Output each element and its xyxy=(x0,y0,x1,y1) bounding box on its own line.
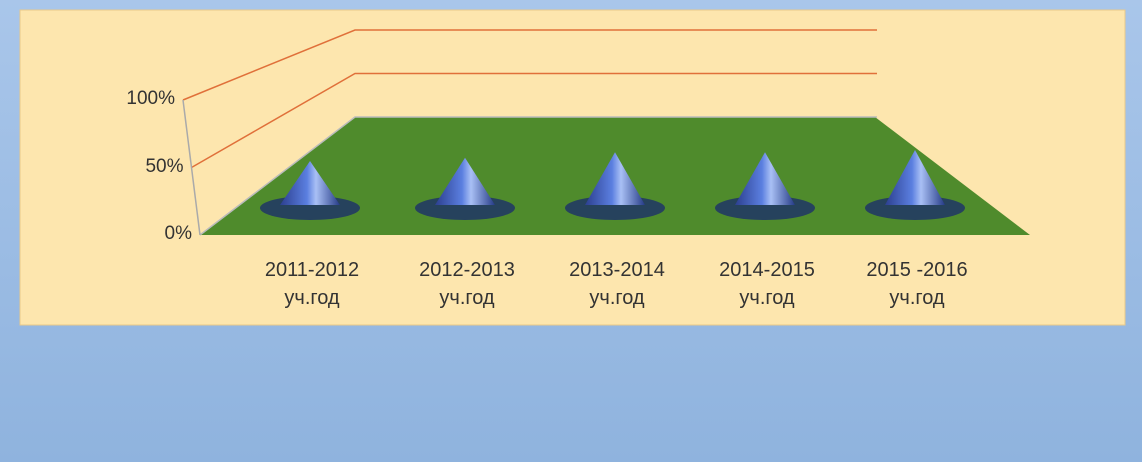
cone xyxy=(435,157,495,205)
y-tick-label: 50% xyxy=(145,155,184,177)
cone xyxy=(885,150,945,205)
grid-line xyxy=(199,116,877,236)
y-tick-label: 0% xyxy=(164,223,192,244)
x-tick-label: 2015 -2016 уч.год xyxy=(866,259,968,309)
y-tick-label: 100% xyxy=(126,88,175,109)
grid-line xyxy=(191,72,877,169)
x-tick-label: 2011-2012 уч.год xyxy=(264,259,360,309)
x-tick-label: 2013-2014 уч.год xyxy=(569,259,665,309)
cone xyxy=(280,161,340,205)
axis-line xyxy=(182,99,201,236)
cone xyxy=(735,152,795,205)
x-tick-label: 2012-2013 уч.год xyxy=(419,259,515,309)
grid-line xyxy=(182,29,877,101)
cone xyxy=(585,152,645,205)
x-tick-label: 2014-2015 уч.год xyxy=(719,259,815,309)
